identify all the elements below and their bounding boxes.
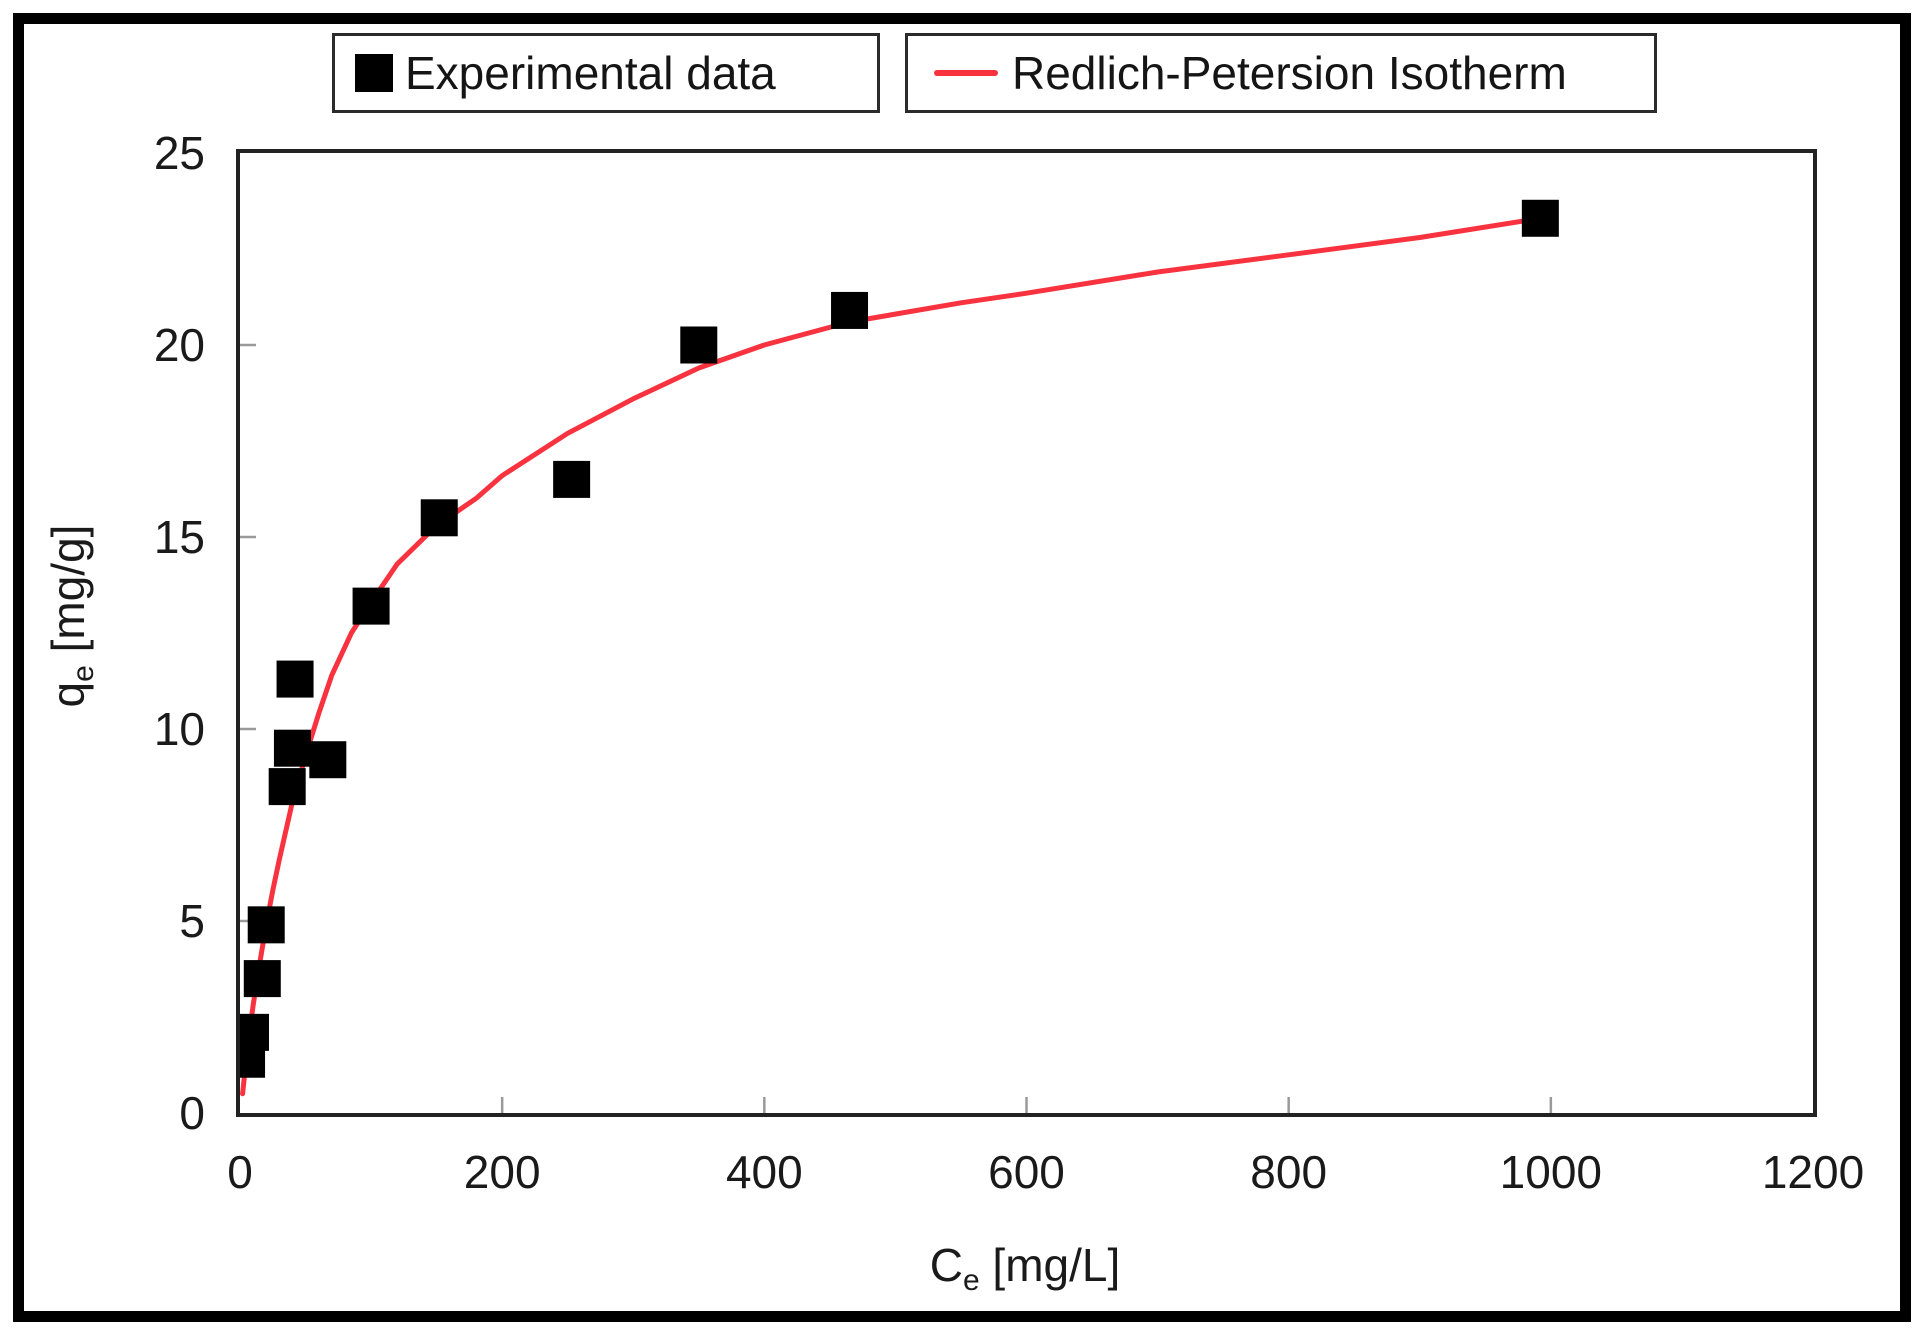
y-axis-title-main: q bbox=[42, 681, 94, 708]
y-axis-title-units: [mg/g] bbox=[42, 524, 94, 666]
y-tick-label-0: 0 bbox=[179, 1087, 205, 1139]
data-point-square bbox=[553, 460, 591, 498]
x-axis-title-units: [mg/L] bbox=[979, 1239, 1121, 1291]
y-tick-label-15: 15 bbox=[153, 511, 205, 563]
x-tick-label-0: 0 bbox=[227, 1146, 253, 1198]
data-point-square bbox=[680, 326, 718, 364]
y-axis-title: qe [mg/g] bbox=[41, 525, 101, 708]
x-tick-label-400: 400 bbox=[725, 1146, 803, 1198]
legend-experimental-label: Experimental data bbox=[405, 47, 776, 99]
data-point-square bbox=[1521, 199, 1559, 237]
x-tick-label-600: 600 bbox=[988, 1146, 1065, 1198]
x-axis-title-main: C bbox=[929, 1239, 963, 1291]
y-tick-label-5: 5 bbox=[179, 895, 205, 947]
x-axis-title: Ce [mg/L] bbox=[930, 1238, 1121, 1298]
data-point-square bbox=[276, 660, 314, 698]
legend-experimental-data: Experimental data bbox=[332, 33, 880, 113]
data-point-square bbox=[247, 906, 285, 944]
data-point-square bbox=[273, 729, 311, 767]
legend-isotherm-label: Redlich-Petersion Isotherm bbox=[1012, 47, 1567, 99]
x-tick-label-1000: 1000 bbox=[1499, 1146, 1602, 1198]
y-axis-title-sub: e bbox=[67, 665, 100, 682]
x-tick-label-1200: 1200 bbox=[1761, 1146, 1865, 1198]
data-point-square bbox=[309, 741, 347, 779]
plot-area bbox=[236, 149, 1817, 1117]
legend-isotherm: Redlich-Petersion Isotherm bbox=[905, 33, 1657, 113]
isotherm-curve bbox=[240, 215, 1543, 1097]
data-point-square bbox=[352, 587, 390, 625]
y-tick-label-25: 25 bbox=[153, 127, 205, 179]
data-point-square bbox=[243, 960, 281, 998]
plot-canvas bbox=[240, 199, 1559, 1113]
legend-line-swatch-icon bbox=[934, 70, 998, 76]
y-tick-label-20: 20 bbox=[153, 319, 205, 371]
data-point-square bbox=[268, 768, 306, 806]
x-tick-label-200: 200 bbox=[463, 1146, 541, 1198]
x-axis-title-sub: e bbox=[962, 1264, 980, 1297]
y-tick-label-10: 10 bbox=[153, 703, 205, 755]
data-point-square bbox=[831, 291, 869, 329]
legend-square-marker-icon bbox=[355, 54, 393, 92]
data-point-square bbox=[420, 499, 458, 537]
data-point-square bbox=[240, 1013, 269, 1051]
x-tick-label-800: 800 bbox=[1250, 1146, 1328, 1198]
